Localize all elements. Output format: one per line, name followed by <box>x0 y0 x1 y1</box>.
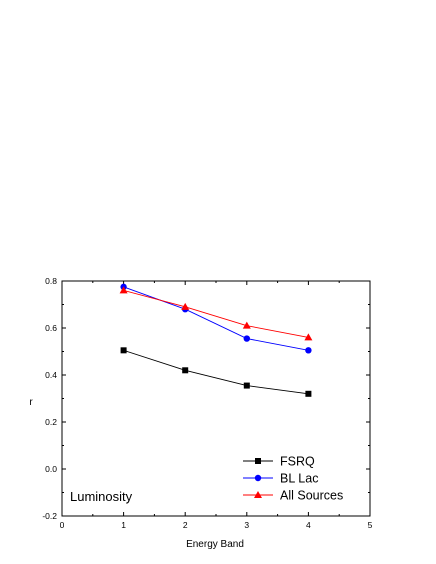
data-point-fsrq <box>120 347 127 354</box>
legend-label: All Sources <box>280 489 343 503</box>
x-tick-label: 0 <box>60 520 65 530</box>
data-point-all-sources <box>181 302 190 310</box>
y-tick-label: 0.6 <box>45 323 57 333</box>
data-point-all-sources <box>242 321 251 329</box>
series-fsrq <box>120 347 312 397</box>
series-line-all-sources <box>123 289 309 338</box>
y-tick-label: 0.8 <box>45 276 57 286</box>
legend-label: FSRQ <box>280 455 315 469</box>
x-tick-label: 2 <box>183 520 188 530</box>
y-axis-title: r <box>29 397 33 408</box>
x-tick-label: 1 <box>121 520 126 530</box>
luminosity-annotation: Luminosity <box>70 489 133 504</box>
data-point-all-sources <box>304 333 313 341</box>
data-point-all-sources <box>119 286 128 294</box>
x-axis-ticks: 0 1 2 3 4 5 <box>60 281 373 530</box>
legend-item-bl-lac: BL Lac <box>243 472 318 486</box>
legend-marker <box>255 458 261 464</box>
y-tick-label: 0.4 <box>45 370 57 380</box>
legend: FSRQ BL Lac All Sources <box>243 455 343 503</box>
series-all-sources <box>119 286 313 341</box>
series-layer <box>119 283 313 397</box>
x-tick-label: 4 <box>306 520 311 530</box>
data-point-fsrq <box>243 382 250 389</box>
y-tick-label: -0.2 <box>42 511 57 521</box>
legend-label: BL Lac <box>280 472 318 486</box>
data-point-fsrq <box>182 367 189 374</box>
y-tick-label: 0.2 <box>45 417 57 427</box>
y-axis-ticks: -0.2 0.0 0.2 0.4 0.6 0.8 <box>42 276 370 521</box>
y-tick-label: 0.0 <box>45 464 57 474</box>
series-line-bl-lac <box>123 286 309 351</box>
data-point-fsrq <box>305 390 312 397</box>
x-tick-label: 5 <box>368 520 373 530</box>
x-tick-label: 3 <box>244 520 249 530</box>
data-point-bl-lac <box>243 335 250 342</box>
data-point-bl-lac <box>305 347 312 354</box>
legend-item-fsrq: FSRQ <box>243 455 315 469</box>
series-bl-lac <box>120 283 312 354</box>
legend-marker <box>254 491 262 498</box>
legend-item-all-sources: All Sources <box>243 489 343 503</box>
x-axis-title: Energy Band <box>186 539 244 550</box>
legend-marker <box>254 474 262 482</box>
series-line-fsrq <box>123 349 309 395</box>
